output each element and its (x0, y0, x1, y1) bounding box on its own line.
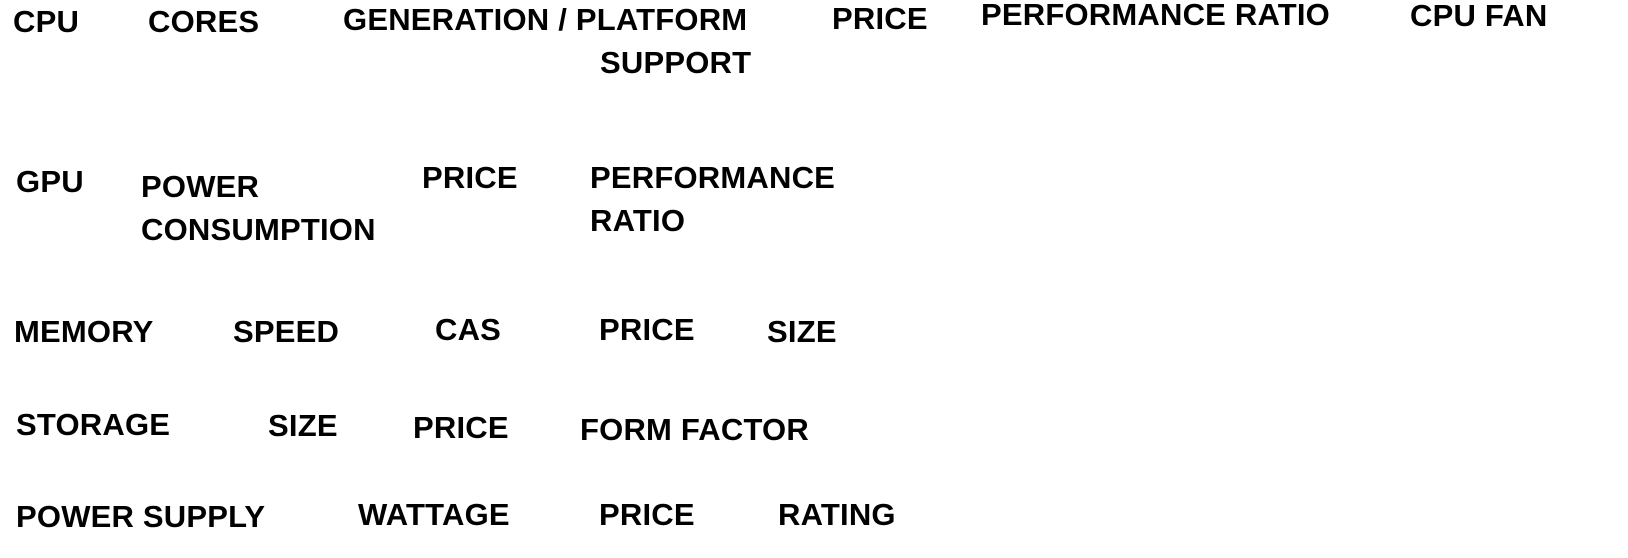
cpu-performance-ratio-label: PERFORMANCE RATIO (981, 0, 1330, 32)
gpu-title: GPU (16, 164, 84, 199)
cpu-title: CPU (13, 4, 80, 39)
cpu-fan-label: CPU FAN (1410, 0, 1548, 33)
storage-price-label: PRICE (413, 410, 509, 445)
storage-size-label: SIZE (268, 408, 338, 443)
memory-cas-label: CAS (435, 312, 502, 347)
power-supply-title: POWER SUPPLY (16, 499, 266, 534)
cpu-generation-label: GENERATION / PLATFORM SUPPORT (343, 0, 751, 84)
gpu-price-label: PRICE (422, 160, 518, 195)
gpu-performance-ratio-label: PERFORMANCE RATIO (590, 156, 835, 242)
memory-price-label: PRICE (599, 312, 695, 347)
cpu-price-label: PRICE (832, 1, 928, 36)
memory-speed-label: SPEED (233, 314, 340, 349)
gpu-performance-line1: PERFORMANCE (590, 160, 836, 195)
gpu-power-line1: POWER (141, 169, 260, 204)
cpu-generation-line1: GENERATION / PLATFORM (343, 2, 748, 37)
cpu-cores-label: CORES (148, 4, 260, 39)
gpu-power-consumption-label: POWER CONSUMPTION (141, 165, 376, 251)
power-supply-price-label: PRICE (599, 497, 695, 532)
gpu-performance-line2: RATIO (590, 203, 686, 238)
power-supply-wattage-label: WATTAGE (358, 497, 510, 532)
memory-title: MEMORY (14, 314, 154, 349)
storage-form-factor-label: FORM FACTOR (580, 412, 809, 447)
power-supply-rating-label: RATING (778, 497, 896, 532)
cpu-generation-line2: SUPPORT (600, 45, 752, 80)
gpu-power-line2: CONSUMPTION (141, 212, 376, 247)
storage-title: STORAGE (16, 407, 171, 442)
memory-size-label: SIZE (767, 314, 837, 349)
